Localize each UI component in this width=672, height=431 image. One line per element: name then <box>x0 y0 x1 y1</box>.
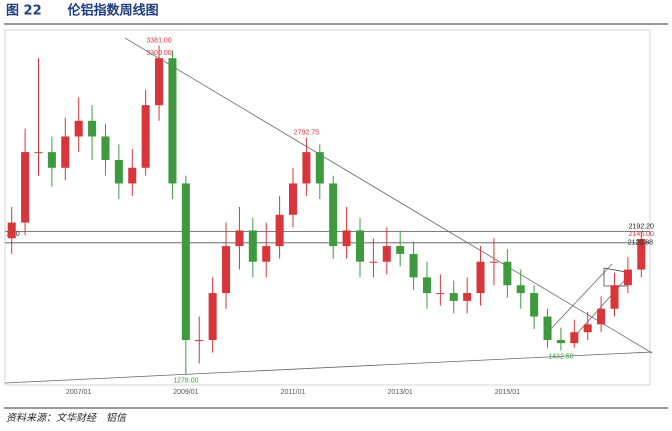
annotation: 2145.00 <box>629 231 654 238</box>
annotation: 2192.20 <box>629 223 654 230</box>
candle-body <box>61 136 70 168</box>
candle-body <box>396 246 405 254</box>
candle-body <box>222 246 231 294</box>
channel-line <box>574 271 633 337</box>
chart-title: 图 22 伦铝指数周线图 <box>6 3 159 19</box>
candle-body <box>516 285 525 294</box>
candle-body <box>181 183 190 341</box>
annotation: 3381.00 <box>146 37 171 44</box>
candle-body <box>315 152 324 184</box>
candle-body <box>128 167 137 184</box>
candle-body <box>570 332 579 344</box>
candle-body <box>262 246 271 262</box>
candle-body <box>382 246 391 262</box>
candle-body <box>610 285 619 309</box>
candle-body <box>101 136 110 160</box>
candle-body <box>369 261 378 263</box>
candle-body <box>302 152 311 184</box>
annotation: 1278.00 <box>173 378 198 385</box>
candle-body <box>463 293 472 301</box>
candle-body <box>141 105 150 168</box>
candle-body <box>409 253 418 278</box>
candle-body <box>355 230 365 262</box>
candle-body <box>556 340 565 344</box>
candle-body <box>342 230 351 247</box>
candle-body <box>476 261 485 294</box>
annotation: 1432.50 <box>548 353 573 360</box>
candle-body <box>88 120 97 137</box>
candle-body <box>637 239 646 270</box>
x-tick-label: 2011/01 <box>281 389 306 396</box>
candle-body <box>21 152 30 223</box>
candle-body <box>248 230 257 262</box>
annotation: 3300.00 <box>146 50 171 57</box>
candle-body <box>489 261 498 263</box>
candle-body <box>449 293 458 301</box>
candle-body <box>155 58 164 106</box>
resistance-trendline <box>124 37 653 354</box>
support-trendline <box>4 351 653 384</box>
candle-body <box>530 293 539 317</box>
candle-body <box>195 340 204 342</box>
candle-body <box>288 183 298 215</box>
candle-body <box>329 183 338 247</box>
plot-frame <box>4 29 651 386</box>
candle-body <box>74 120 83 137</box>
annotation: 2120.88 <box>628 240 653 247</box>
candle-body <box>623 269 632 286</box>
candle-body <box>503 261 512 286</box>
candle-body <box>583 324 592 333</box>
candle-body <box>7 222 16 239</box>
candle-body <box>275 214 284 247</box>
x-tick-label: 2013/01 <box>388 389 413 396</box>
candle-body <box>543 316 552 341</box>
source: 资料来源：文华财经 铝信 <box>6 412 128 424</box>
candle-body <box>436 293 445 295</box>
x-tick-label: 2009/01 <box>173 389 198 396</box>
candle-body <box>34 152 43 154</box>
x-tick-label: 2007/01 <box>66 389 91 396</box>
candle-body <box>114 159 123 184</box>
candle-body <box>168 58 177 184</box>
channel-line <box>547 263 613 333</box>
x-tick-label: 2015/01 <box>495 389 520 396</box>
candle-body <box>208 293 217 341</box>
candle-body <box>422 277 431 294</box>
candle-body <box>597 308 606 325</box>
candle-body <box>235 230 244 247</box>
annotation: 2792.75 <box>294 129 319 136</box>
candle-body <box>47 152 56 168</box>
